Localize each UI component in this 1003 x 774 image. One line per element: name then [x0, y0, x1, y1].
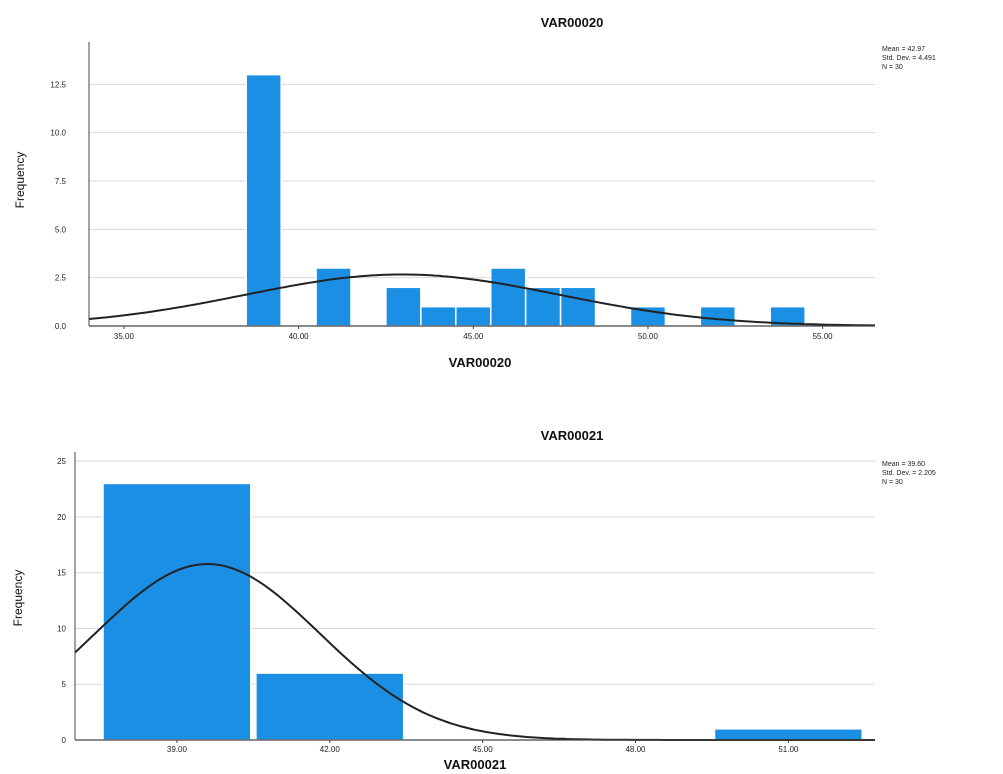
stat-std-dev: Std. Dev. = 4.491	[882, 55, 936, 62]
chart-title: VAR00020	[541, 15, 604, 30]
y-axis-title: Frequency	[11, 570, 25, 627]
stat-std-dev: Std. Dev. = 2.205	[882, 470, 936, 477]
y-tick-label: 10.0	[50, 129, 66, 138]
x-tick-label: 35.00	[114, 332, 135, 341]
stats-box: Mean = 39.60 Std. Dev. = 2.205 N = 30	[882, 461, 936, 486]
y-tick-label: 25	[57, 457, 66, 466]
stat-n: N = 30	[882, 479, 903, 486]
y-tick-label: 5.0	[55, 225, 67, 234]
histogram-var00021: VAR00021 VAR00021 Frequency Mean = 39.60…	[11, 428, 936, 772]
stat-mean: Mean = 39.60	[882, 461, 925, 468]
y-tick-label: 20	[57, 513, 66, 522]
x-tick-label: 40.00	[289, 332, 310, 341]
y-tick-label: 12.5	[50, 80, 66, 89]
histogram-bar	[386, 287, 421, 326]
bars	[103, 483, 862, 740]
histogram-bar	[714, 729, 862, 740]
y-axis-title: Frequency	[13, 152, 27, 209]
x-tick-label: 51.00	[778, 745, 799, 754]
x-tick-label: 39.00	[167, 745, 188, 754]
histogram-bar	[700, 307, 735, 326]
histogram-bar	[256, 673, 404, 740]
histogram-var00020: VAR00020 VAR00020 Frequency Mean = 42.97…	[13, 15, 936, 370]
chart-title: VAR00021	[541, 428, 604, 443]
x-tick-label: 45.00	[473, 745, 494, 754]
histogram-bar	[103, 483, 251, 740]
histogram-bar	[316, 268, 351, 326]
y-tick-label: 0	[62, 736, 67, 745]
y-tick-label: 5	[62, 680, 67, 689]
x-tick-label: 55.00	[813, 332, 834, 341]
x-tick-label: 45.00	[463, 332, 484, 341]
x-tick-label: 42.00	[320, 745, 341, 754]
x-tick-label: 50.00	[638, 332, 659, 341]
y-tick-label: 15	[57, 569, 66, 578]
stats-box: Mean = 42.97 Std. Dev. = 4.491 N = 30	[882, 46, 936, 71]
histogram-bar	[491, 268, 526, 326]
histogram-bar	[561, 287, 596, 326]
histogram-bar	[456, 307, 491, 326]
stat-n: N = 30	[882, 64, 903, 71]
histogram-bar	[421, 307, 456, 326]
x-tick-label: 48.00	[625, 745, 646, 754]
y-tick-label: 7.5	[55, 177, 67, 186]
x-axis-title: VAR00020	[449, 355, 512, 370]
stat-mean: Mean = 42.97	[882, 46, 925, 53]
gridlines	[89, 84, 875, 277]
y-tick-label: 2.5	[55, 274, 67, 283]
y-tick-label: 0.0	[55, 322, 67, 331]
y-tick-label: 10	[57, 624, 66, 633]
x-axis-title: VAR00021	[444, 757, 507, 772]
